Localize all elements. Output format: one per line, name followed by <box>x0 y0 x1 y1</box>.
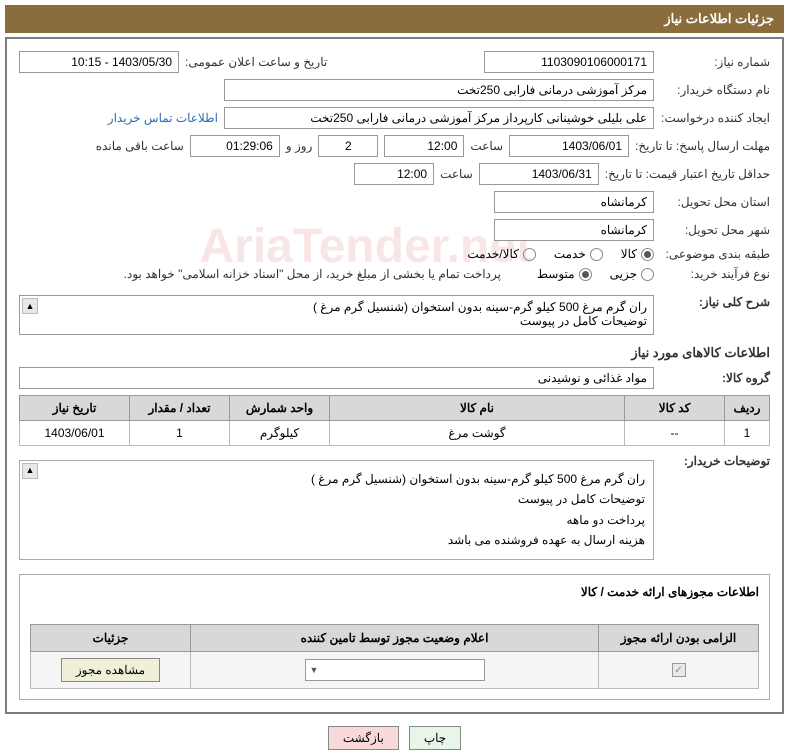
validity-date: 1403/06/31 <box>479 163 599 185</box>
th-row: ردیف <box>725 396 770 421</box>
category-label: طبقه بندی موضوعی: <box>660 247 770 261</box>
scroll-up-icon-2[interactable]: ▲ <box>22 463 38 479</box>
goods-table: ردیف کد کالا نام کالا واحد شمارش تعداد /… <box>19 395 770 446</box>
th-details: جزئیات <box>31 624 191 651</box>
deadline-date: 1403/06/01 <box>509 135 629 157</box>
summary-label: شرح کلی نیاز: <box>660 295 770 309</box>
scroll-up-icon[interactable]: ▲ <box>22 298 38 314</box>
announce-value: 1403/05/30 - 10:15 <box>19 51 179 73</box>
summary-line2: توضیحات کامل در پیوست <box>26 314 647 328</box>
radio-medium[interactable] <box>579 268 592 281</box>
deadline-time: 12:00 <box>384 135 464 157</box>
radio-both[interactable] <box>523 248 536 261</box>
desc-line2: توضیحات کامل در پیوست <box>28 489 645 509</box>
radio-goods[interactable] <box>641 248 654 261</box>
city-label: شهر محل تحویل: <box>660 223 770 237</box>
buyer-label: نام دستگاه خریدار: <box>660 83 770 97</box>
requester-value: علی بلیلی خوشینانی کارپرداز مرکز آموزشی … <box>224 107 654 129</box>
announce-label: تاریخ و ساعت اعلان عمومی: <box>185 55 327 69</box>
chevron-down-icon: ▼ <box>310 665 319 675</box>
buyer-desc-label: توضیحات خریدار: <box>660 454 770 468</box>
permit-section: اطلاعات مجوزهای ارائه خدمت / کالا الزامی… <box>19 574 770 700</box>
days-value: 2 <box>318 135 378 157</box>
treasury-note: پرداخت تمام یا بخشی از مبلغ خرید، از محل… <box>124 267 501 281</box>
radio-service[interactable] <box>590 248 603 261</box>
th-code: کد کالا <box>625 396 725 421</box>
remain-time: 01:29:06 <box>190 135 280 157</box>
province-value: کرمانشاه <box>494 191 654 213</box>
mandatory-checkbox[interactable]: ✓ <box>672 663 686 677</box>
group-label: گروه کالا: <box>660 371 770 385</box>
purchase-type-group: جزیی متوسط <box>537 267 654 281</box>
cell-row: 1 <box>725 421 770 446</box>
back-button[interactable]: بازگشت <box>328 726 399 750</box>
action-buttons: چاپ بازگشت <box>5 726 784 750</box>
table-row: 1--گوشت مرغکیلوگرم11403/06/01 <box>20 421 770 446</box>
requester-label: ایجاد کننده درخواست: <box>660 111 770 125</box>
cell-date: 1403/06/01 <box>20 421 130 446</box>
deadline-label: مهلت ارسال پاسخ: تا تاریخ: <box>635 139 770 153</box>
buyer-desc-box: ▲ ران گرم مرغ 500 کیلو گرم-سینه بدون است… <box>19 460 654 560</box>
remain-label: ساعت باقی مانده <box>96 139 184 153</box>
desc-line3: پرداخت دو ماهه <box>28 510 645 530</box>
radio-partial[interactable] <box>641 268 654 281</box>
time-label-2: ساعت <box>440 167 473 181</box>
desc-line1: ران گرم مرغ 500 کیلو گرم-سینه بدون استخو… <box>28 469 645 489</box>
th-unit: واحد شمارش <box>230 396 330 421</box>
permit-row: ✓ ▼ مشاهده مجوز <box>31 651 759 688</box>
need-number-value: 1103090106000171 <box>484 51 654 73</box>
province-label: استان محل تحویل: <box>660 195 770 209</box>
header-title: جزئیات اطلاعات نیاز <box>664 11 774 26</box>
contact-link[interactable]: اطلاعات تماس خریدار <box>108 111 218 125</box>
permit-table: الزامی بودن ارائه مجوز اعلام وضعیت مجوز … <box>30 624 759 689</box>
validity-time: 12:00 <box>354 163 434 185</box>
cell-name: گوشت مرغ <box>330 421 625 446</box>
th-qty: تعداد / مقدار <box>130 396 230 421</box>
validity-label: حداقل تاریخ اعتبار قیمت: تا تاریخ: <box>605 167 770 181</box>
summary-line1: ران گرم مرغ 500 کیلو گرم-سینه بدون استخو… <box>26 300 647 314</box>
th-date: تاریخ نیاز <box>20 396 130 421</box>
cell-code: -- <box>625 421 725 446</box>
cell-qty: 1 <box>130 421 230 446</box>
summary-box: ▲ ران گرم مرغ 500 کیلو گرم-سینه بدون است… <box>19 295 654 335</box>
category-radio-group: کالا خدمت کالا/خدمت <box>467 247 654 261</box>
page-header: جزئیات اطلاعات نیاز <box>5 5 784 33</box>
need-number-label: شماره نیاز: <box>660 55 770 69</box>
print-button[interactable]: چاپ <box>409 726 461 750</box>
cell-unit: کیلوگرم <box>230 421 330 446</box>
goods-section-title: اطلاعات کالاهای مورد نیاز <box>19 345 770 361</box>
permit-title: اطلاعات مجوزهای ارائه خدمت / کالا <box>30 585 759 599</box>
days-label: روز و <box>286 139 313 153</box>
time-label-1: ساعت <box>470 139 503 153</box>
desc-line4: هزینه ارسال به عهده فروشنده می باشد <box>28 530 645 550</box>
th-mandatory: الزامی بودن ارائه مجوز <box>599 624 759 651</box>
purchase-type-label: نوع فرآیند خرید: <box>660 267 770 281</box>
group-value: مواد غذائی و نوشیدنی <box>19 367 654 389</box>
city-value: کرمانشاه <box>494 219 654 241</box>
status-select[interactable]: ▼ <box>305 659 485 681</box>
th-status: اعلام وضعیت مجوز توسط تامین کننده <box>191 624 599 651</box>
buyer-value: مرکز آموزشی درمانی فارابی 250تخت <box>224 79 654 101</box>
main-frame: AriaTender.net شماره نیاز: 1103090106000… <box>5 37 784 714</box>
th-name: نام کالا <box>330 396 625 421</box>
view-permit-button[interactable]: مشاهده مجوز <box>61 658 160 682</box>
